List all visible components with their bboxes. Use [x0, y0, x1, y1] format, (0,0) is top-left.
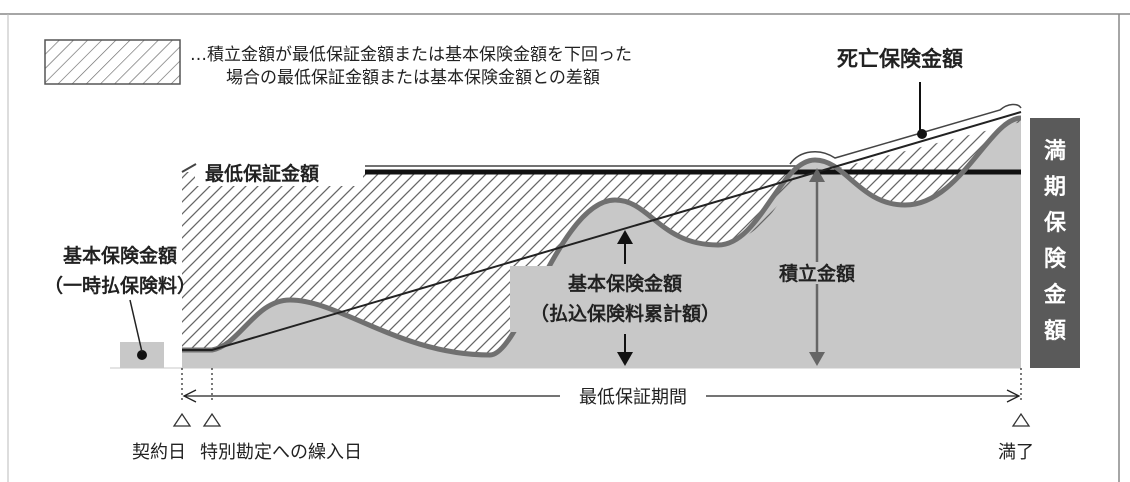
- shortfall-hatch-right: [830, 118, 1021, 205]
- legend-line1: …積立金額が最低保証金額または基本保険金額を下回った: [190, 45, 632, 65]
- contract-date-label: 契約日: [132, 442, 186, 463]
- min-guarantee-tick: [181, 163, 197, 173]
- reserve-arrow-up-head: [809, 168, 825, 182]
- min-guarantee-label-bg: [195, 158, 363, 186]
- center-label-bg: [510, 266, 740, 332]
- premium-line: [182, 111, 1022, 351]
- period-arrow-left-head: [182, 389, 197, 403]
- center-arrow-up-head: [617, 230, 633, 244]
- maturity-char: 額: [1044, 318, 1066, 344]
- contract-triangle-icon: [172, 412, 192, 427]
- reserve-arrow-down-head: [809, 352, 825, 366]
- maturity-char: 険: [1044, 247, 1067, 272]
- shortfall-hatch-left: [182, 168, 800, 355]
- maturity-char: 期: [1044, 175, 1066, 200]
- maturity-triangle-icon: [1011, 412, 1031, 427]
- maturity-date-label: 満了: [998, 442, 1034, 463]
- center-label-2: （払込保険料累計額）: [530, 302, 720, 325]
- basic-amount-leader: [129, 299, 143, 353]
- legend-line2: 場合の最低保証金額または基本保険金額との差額: [226, 68, 600, 88]
- maturity-char: 満: [1044, 138, 1066, 164]
- center-label-1: 基本保険金額: [567, 272, 682, 295]
- reserve-label: 積立金額: [779, 262, 855, 285]
- maturity-box: [1030, 118, 1080, 368]
- reserve-curve: [182, 115, 1022, 358]
- transfer-triangle-icon: [202, 412, 222, 427]
- period-label: 最低保証期間: [579, 387, 687, 408]
- min-guarantee-label: 最低保証金額: [205, 162, 319, 185]
- basic-amount-label-2: （一時払保険料）: [44, 274, 196, 297]
- death-benefit-label: 死亡保険金額: [837, 47, 963, 71]
- legend-swatch: [44, 39, 181, 85]
- basic-amount-dot: [137, 350, 147, 360]
- maturity-char: 保: [1043, 211, 1067, 236]
- period-arrow-right-head: [1006, 389, 1021, 403]
- death-benefit-dot: [917, 129, 927, 139]
- basic-amount-label-1: 基本保険金額: [62, 244, 177, 267]
- maturity-char: 金: [1043, 282, 1067, 308]
- transfer-date-label: 特別勘定への繰入日: [200, 442, 362, 463]
- center-arrow-down-head: [617, 352, 633, 366]
